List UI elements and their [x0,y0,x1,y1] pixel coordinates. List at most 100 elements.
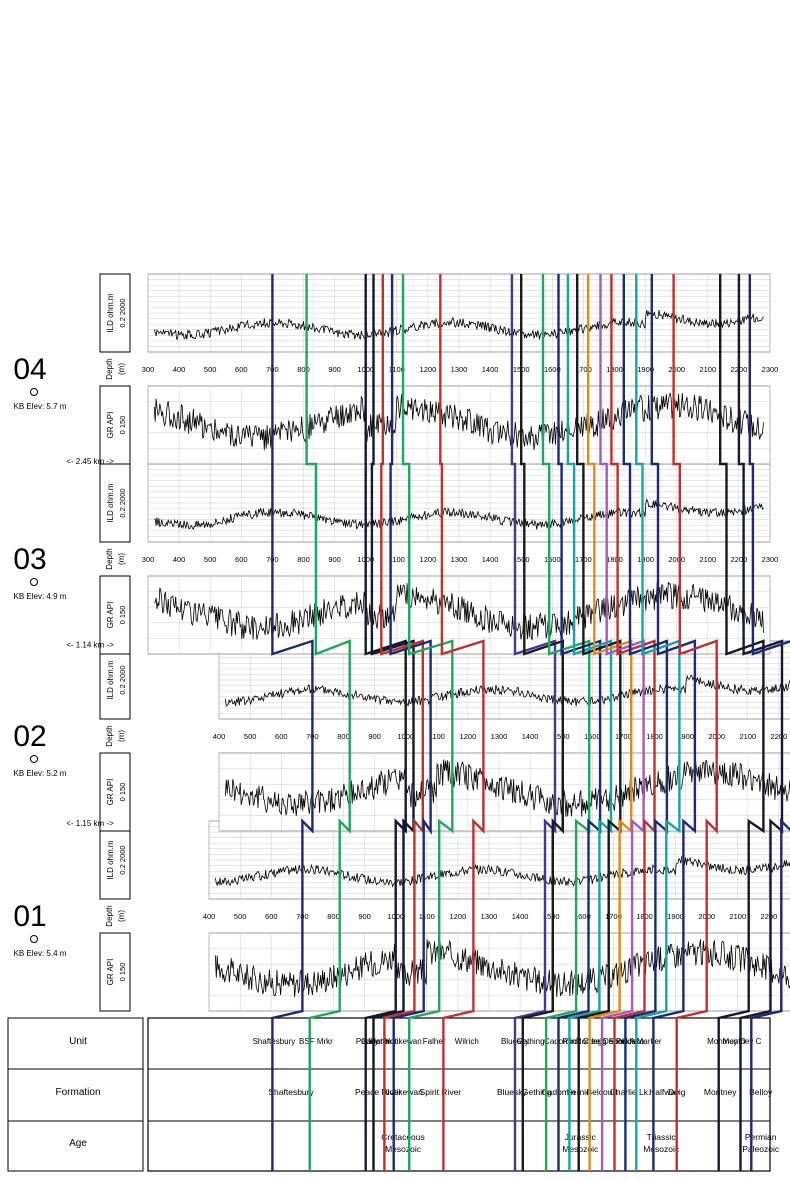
depth-header-label: Depth [105,725,114,746]
correlation-marker-line [586,274,633,1171]
well-name: 01 [13,900,46,933]
correlation-marker-line [541,274,591,1171]
depth-header-label: Depth [105,548,114,569]
legend-age-label: Triassic [647,1132,677,1142]
depth-tick-label: 1900 [677,732,694,741]
well-01: 01 KB Elev: 5.4 m GR API 0 150 ILD ohm.m 0.2 … [13,820,790,1012]
well-symbol-icon [30,935,38,943]
legend-unit-label: Rock Creek [563,1037,606,1046]
legend-formation-label: Montney [704,1087,737,1097]
legend-unit-label: Montney C [723,1037,762,1046]
correlation-marker-line [305,274,351,1171]
gr-header-label: GR API [106,412,115,439]
legend-unit-label: Shunda [608,1037,636,1046]
ild-header-label: ILD ohm.m [106,293,115,332]
ild-header-label: ILD ohm.m [106,840,115,879]
well-kb-elevation: KB Elev: 5.7 m [14,402,67,411]
ild-curve [154,498,764,530]
correlation-marker-line [599,274,645,1171]
gr-header-box [99,385,131,465]
depth-tick-label: 1500 [513,555,530,564]
depth-tick-label: 500 [244,732,257,741]
depth-tick-label: 500 [234,912,247,921]
depth-tick-label: 1900 [637,555,654,564]
depth-tick-label: 900 [358,912,371,921]
well-name: 02 [13,720,46,753]
legend-header-unit: Unit [69,1036,87,1047]
depth-tick-label: 1100 [389,555,405,564]
correlation-marker-line [520,274,564,1171]
correlation-marker-line [672,274,718,1171]
depth-tick-label: 1600 [544,365,561,374]
correlation-marker-line [370,274,415,1171]
ild-header-scale: 0.2 2000 [118,845,127,874]
ild-curve [224,674,790,707]
depth-tick-label: 600 [235,555,248,564]
depth-tick-label: 900 [328,365,341,374]
legend-age-label: Jurassic [565,1132,597,1142]
ild-header-box [99,273,131,353]
depth-tick-label: 1600 [544,555,561,564]
legend-unit-label: Montney D [707,1037,746,1046]
legend-header-formation: Formation [55,1087,100,1098]
gr-header-label: GR API [106,959,115,986]
gr-curve [214,939,790,998]
gr-header-scale: 0 150 [118,606,127,625]
depth-tick-label: 1400 [482,555,499,564]
depth-tick-label: 400 [173,365,186,374]
depth-tick-label: 900 [368,732,381,741]
correlation-marker-line [650,274,697,1171]
legend-unit-label: Shaftesbury [253,1037,296,1046]
depth-tick-label: 2300 [762,555,779,564]
ild-curve [153,308,764,340]
depth-tick-label: 2200 [771,732,788,741]
depth-tick-label: 1300 [491,732,508,741]
depth-tick-label: 1100 [389,365,405,374]
well-03: 03 KB Elev: 4.9 m GR API 0 150 ILD ohm.m 0.2 … [13,463,779,655]
correlation-marker-line [364,274,407,1171]
correlation-marker-line [510,274,557,1171]
legend-formation-label: Halfway [649,1087,680,1097]
depth-tick-label: 800 [337,732,350,741]
correlation-marker-line [389,274,432,1171]
depth-tick-label: 1100 [419,912,435,921]
gr-curve [224,759,790,817]
legend-formation-label: Charlie Lk. [610,1087,651,1097]
legend-formation-label: Gething [522,1087,552,1097]
depth-tick-label: 1300 [451,555,468,564]
depth-tick-label: 1400 [482,365,499,374]
well-symbol-icon [30,755,38,763]
well-kb-elevation: KB Elev: 5.2 m [14,769,67,778]
depth-tick-label: 1500 [553,732,570,741]
depth-tick-label: 500 [204,555,217,564]
well-04: 04 KB Elev: 5.7 m GR API 0 150 ILD ohm.m 0.2 … [13,273,778,465]
rotated-section: Age Formation Unit Mesozoic Cretaceous Mesozo… [7,273,790,1172]
ild-curve [214,855,790,888]
legend-formation-label: Bluesky [497,1087,528,1097]
legend-formation-label: Peace River [355,1087,401,1097]
correlation-marker-line [737,274,784,1171]
gr-header-box [99,932,131,1012]
ild-header-scale: 0.2 2000 [118,298,127,327]
well-symbol-icon [30,578,38,586]
depth-tick-label: 1300 [451,365,468,374]
depth-header-unit: (m) [117,730,126,742]
depth-header-label: Depth [105,358,114,379]
depth-tick-label: 2100 [699,555,716,564]
depth-tick-label: 2200 [761,912,778,921]
depth-tick-label: 1200 [420,365,437,374]
correlation-marker-line [748,274,790,1171]
legend-unit-label: Pekisko [616,1037,645,1046]
well-kb-elevation: KB Elev: 4.9 m [14,592,67,601]
depth-tick-label: 1700 [615,732,632,741]
well-spacing-label: <- 1.15 km -> [66,819,114,828]
depth-tick-label: 800 [327,912,340,921]
correlation-marker-line [380,274,424,1171]
depth-tick-label: 600 [235,365,248,374]
gr-header-scale: 0 150 [118,416,127,435]
gr-header-box [99,752,131,832]
legend-unit-label: A Marker [630,1037,662,1046]
legend-unit-label: Cadotte [361,1037,390,1046]
depth-tick-label: 1300 [481,912,498,921]
